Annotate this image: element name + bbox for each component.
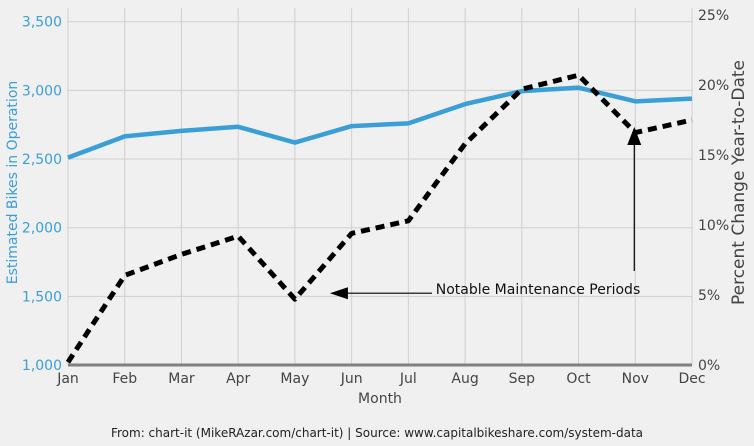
x-tick-label: Aug: [451, 371, 478, 387]
x-tick-label: Feb: [112, 371, 137, 387]
y-right-tick-label: 25%: [698, 8, 729, 24]
bikes-line: [67, 85, 693, 160]
y-left-tick-label: 3,000: [22, 83, 62, 99]
x-tick-label: Nov: [622, 371, 649, 387]
x-tick-label: Apr: [226, 371, 250, 387]
y-right-tick-label: 15%: [698, 148, 729, 164]
x-tick-label: Jul: [399, 371, 417, 387]
x-tick-label: Oct: [566, 371, 591, 387]
y-left-tick-label: 3,500: [22, 15, 62, 31]
x-tick-label: Jun: [340, 371, 363, 387]
annotation-arrowhead: [627, 127, 642, 145]
x-tick-label: Dec: [678, 371, 705, 387]
x-tick-label: Mar: [168, 371, 195, 387]
annotation: Notable Maintenance Periods: [329, 127, 642, 300]
y-right-tick-label: 10%: [698, 218, 729, 234]
annotation-text: Notable Maintenance Periods: [436, 282, 641, 298]
y-left-tick-label: 1,500: [22, 289, 62, 305]
annotation-arrowhead: [329, 287, 348, 300]
x-tick-label: May: [280, 371, 309, 387]
x-tick-label: Sep: [509, 371, 536, 387]
y-right-tick-label: 20%: [698, 78, 729, 94]
source-note: From: chart-it (MikeRAzar.com/chart-it) …: [110, 426, 644, 440]
y-left-tick-label: 1,000: [22, 358, 62, 374]
percent-change-line: [65, 72, 693, 364]
axes: Jan Feb Mar Apr May Jun Jul Aug Sep Oct Nov Dec 1,00…: [5, 8, 749, 407]
y-right-tick-label: 5%: [698, 288, 720, 304]
y-left-tick-label: 2,000: [22, 221, 62, 237]
x-axis-title: Month: [358, 391, 402, 407]
series-layer: [65, 72, 693, 364]
y-left-axis-title: Estimated Bikes in Operation: [5, 81, 21, 285]
grid: [67, 8, 693, 366]
x-tick-label: Jan: [56, 371, 79, 387]
y-left-tick-label: 2,500: [22, 152, 62, 168]
y-right-axis-title: Percent Change Year-to-Date: [729, 60, 749, 305]
y-right-tick-label: 0%: [698, 358, 720, 374]
